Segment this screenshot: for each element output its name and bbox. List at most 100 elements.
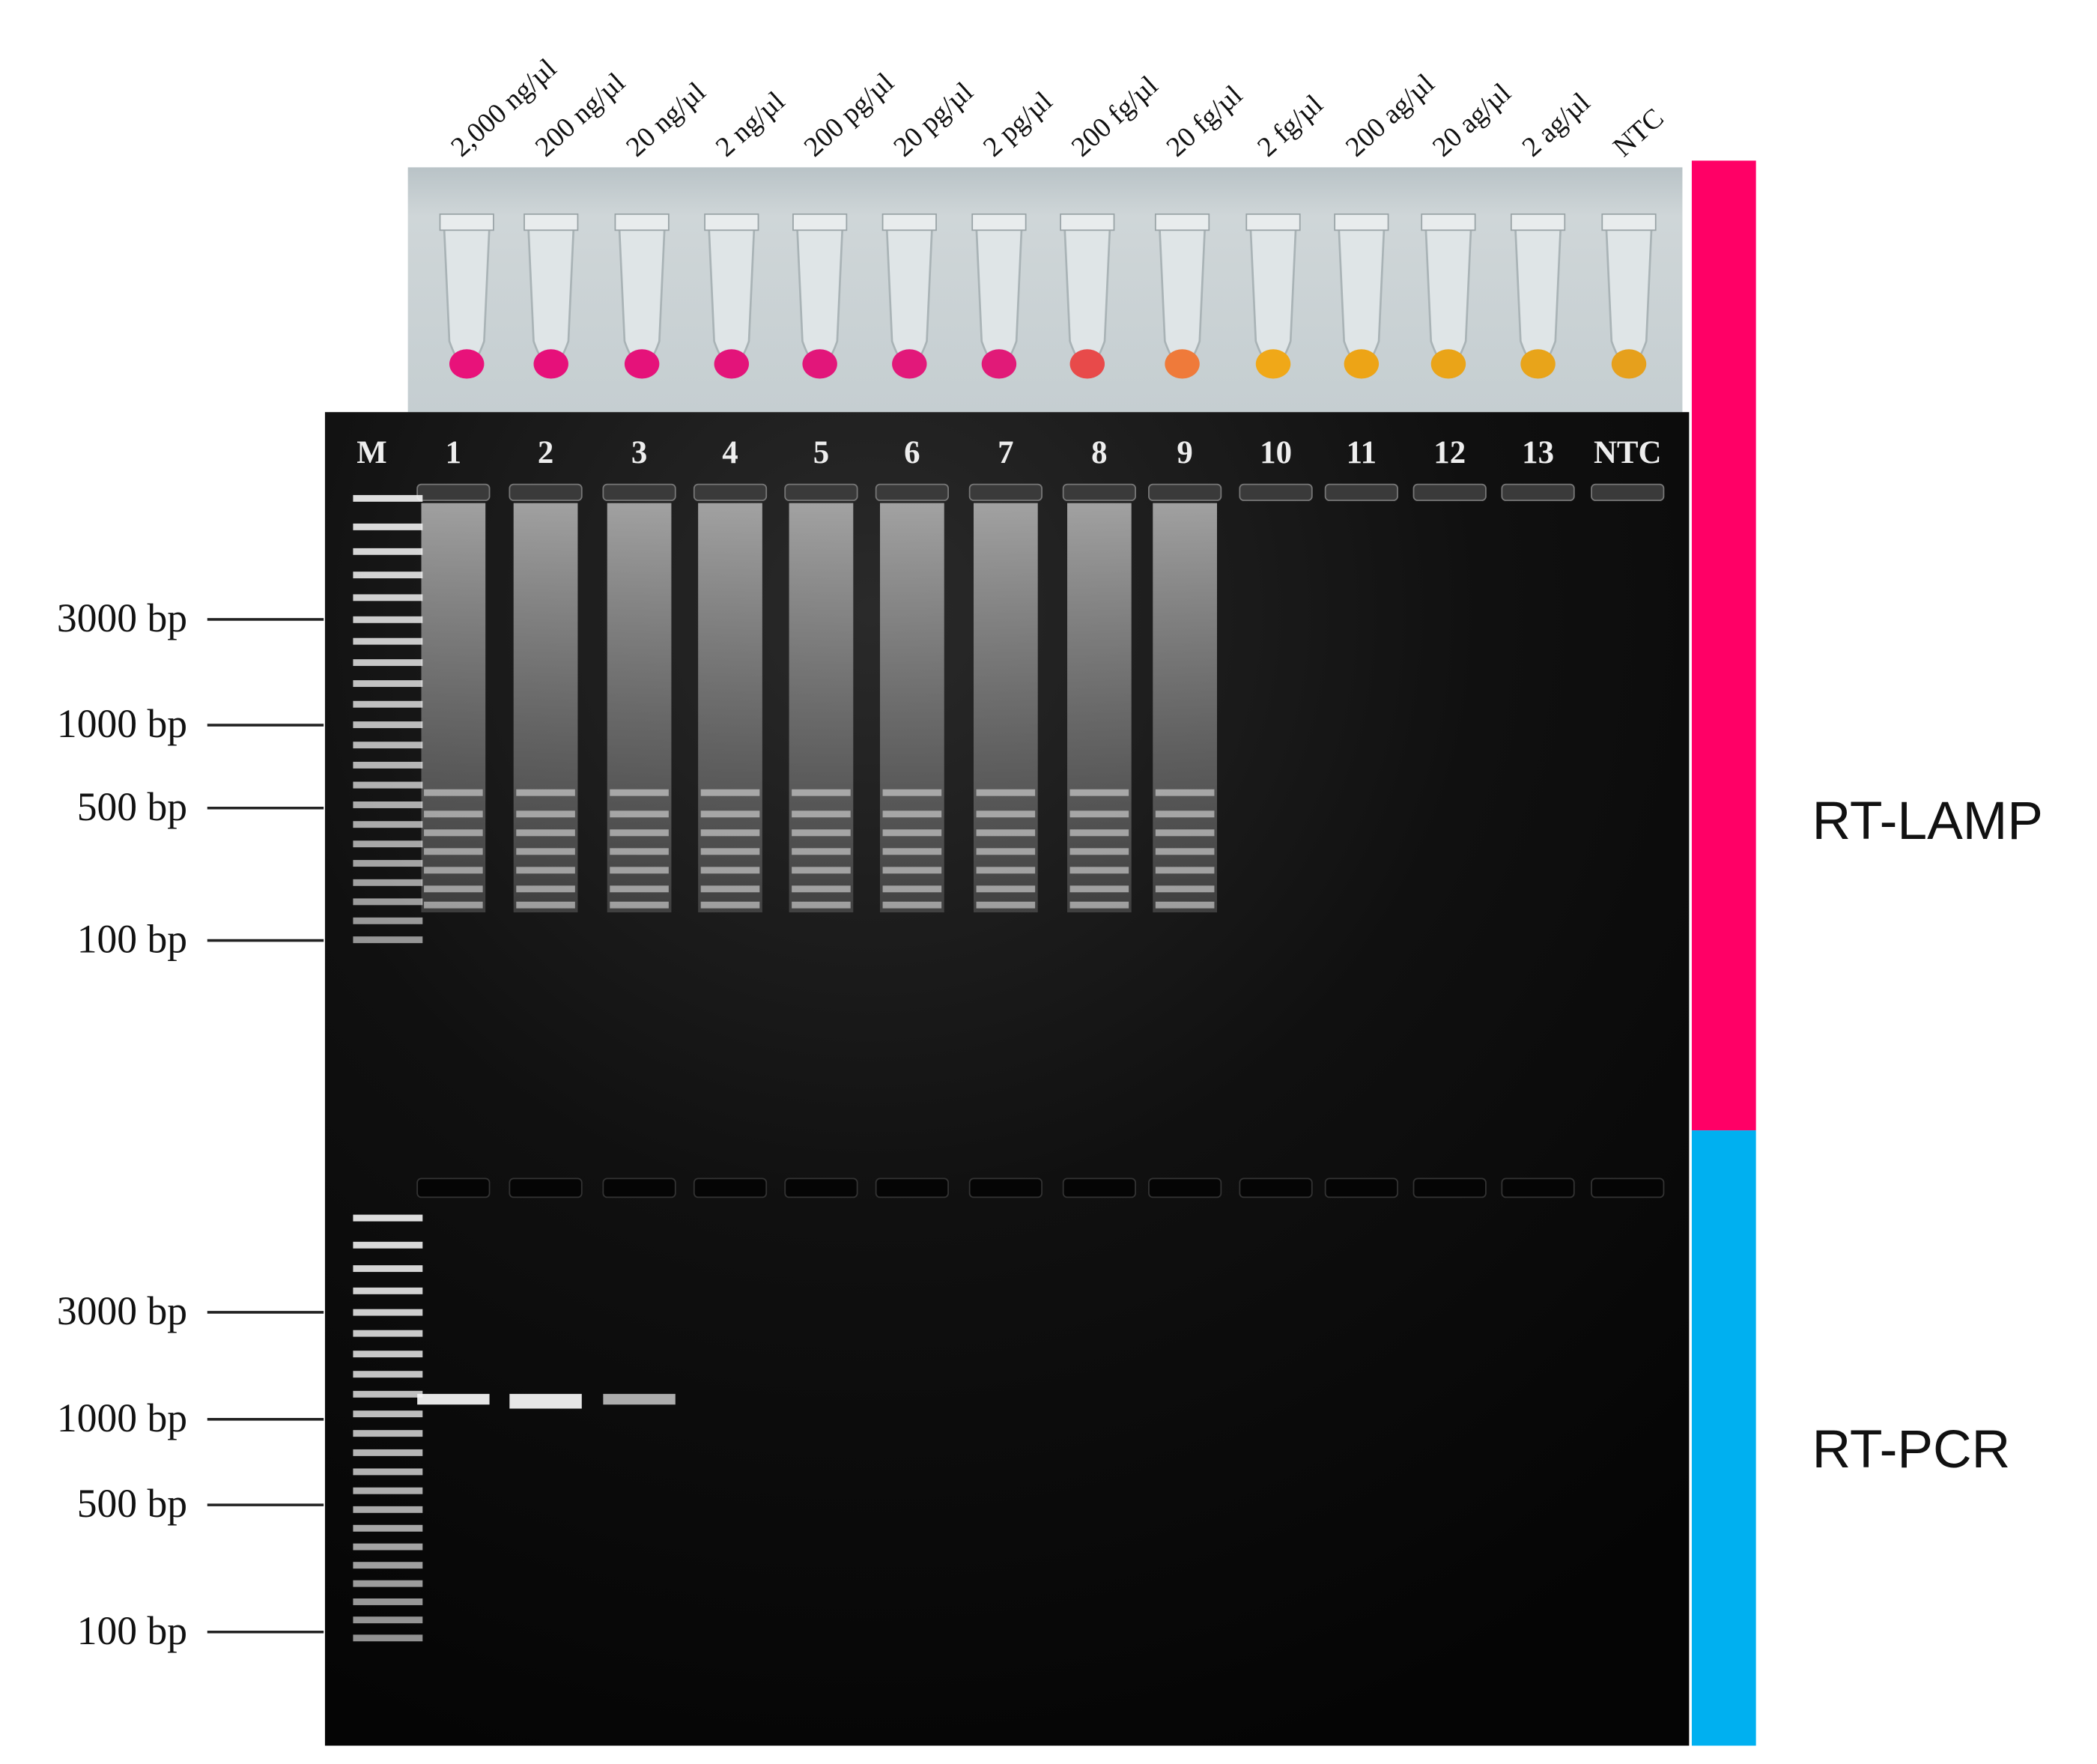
tube [1338,223,1386,367]
tube-cap [971,213,1027,231]
well [693,1177,768,1198]
lamp-band [516,901,575,909]
lamp-band [976,829,1036,837]
tube-cap [1334,213,1389,231]
tube-liquid [1520,349,1556,379]
lamp-band [792,901,851,909]
tube [1063,223,1111,367]
ladder-band [353,742,423,749]
lamp-band [1155,789,1215,796]
well [693,483,768,501]
tube-liquid [449,349,485,379]
well [509,483,583,501]
lamp-band [424,829,483,837]
ladder-band [353,1524,423,1532]
well [1591,483,1665,501]
lamp-band [1069,901,1129,909]
lamp-band [610,901,669,909]
lamp-band [610,848,669,855]
pcr-band [603,1393,676,1405]
tube-cap [1060,213,1115,231]
concentration-label: 20 ng/µl [621,76,712,163]
ladder-band [353,1265,423,1273]
tube [1158,223,1207,367]
ladder-band [353,1287,423,1294]
ladder-band [353,936,423,944]
ladder-band [353,1543,423,1551]
well [1412,1177,1487,1198]
lane-label: 10 [1260,435,1292,470]
lamp-band [882,848,942,855]
lane-label: 8 [1091,435,1107,470]
lamp-band [610,789,669,796]
well [784,483,858,501]
lamp-band [1155,885,1215,893]
lamp-band [610,810,669,818]
lane-label: 9 [1177,435,1192,470]
lamp-band [516,848,575,855]
lamp-band [700,810,760,818]
lane-label: 5 [813,435,829,470]
tube-cap [881,213,937,231]
lamp-band [882,810,942,818]
concentration-label: 2 ag/µl [1517,87,1596,163]
well [1324,1177,1398,1198]
lamp-band [792,885,851,893]
concentration-label: NTC [1607,103,1669,163]
tube-liquid [892,349,927,379]
lamp-band [882,885,942,893]
tube-cap [439,213,494,231]
concentration-label: 20 fg/µl [1161,79,1248,163]
tube [1249,223,1297,367]
tube-cap [704,213,759,231]
tube-liquid [802,349,837,379]
ladder-band [353,1410,423,1418]
lane-label: 13 [1522,435,1554,470]
ladder-band [353,860,423,867]
well [875,483,949,501]
lamp-band [424,867,483,874]
ladder-band [353,1634,423,1642]
ladder-band [353,1390,423,1398]
lamp-smear [1153,503,1217,913]
lane-label: M [356,435,386,470]
lamp-smear [421,503,486,913]
ladder-band [353,494,423,502]
concentration-label: 2 fg/µl [1251,89,1329,163]
lane-label: 6 [904,435,920,470]
ladder-band [353,898,423,906]
lamp-band [976,885,1036,893]
tube-cap [1510,213,1566,231]
ladder-band [353,572,423,579]
well [509,1177,583,1198]
tube-liquid [1165,349,1200,379]
tube-liquid [1344,349,1380,379]
lamp-band [792,789,851,796]
well [1324,483,1398,501]
tube-liquid [981,349,1017,379]
lamp-band [610,867,669,874]
pcr-band [509,1393,582,1409]
lamp-band [516,829,575,837]
tube [885,223,934,367]
size-label: 100 bp [77,1608,187,1653]
well [968,483,1043,501]
ladder-band [353,781,423,789]
lamp-band [1155,848,1215,855]
well [416,1177,491,1198]
tube-photo [407,167,1683,413]
lamp-band [882,901,942,909]
ladder-band [353,762,423,769]
lamp-band [882,789,942,796]
lamp-smear [607,503,672,913]
lamp-band [976,789,1036,796]
ladder-band [353,917,423,924]
lane-label: NTC [1594,435,1661,470]
lamp-band [610,829,669,837]
concentration-label: 2 pg/µl [977,86,1058,163]
well [1148,483,1222,501]
tube [1424,223,1472,367]
lane-label: 12 [1433,435,1466,470]
